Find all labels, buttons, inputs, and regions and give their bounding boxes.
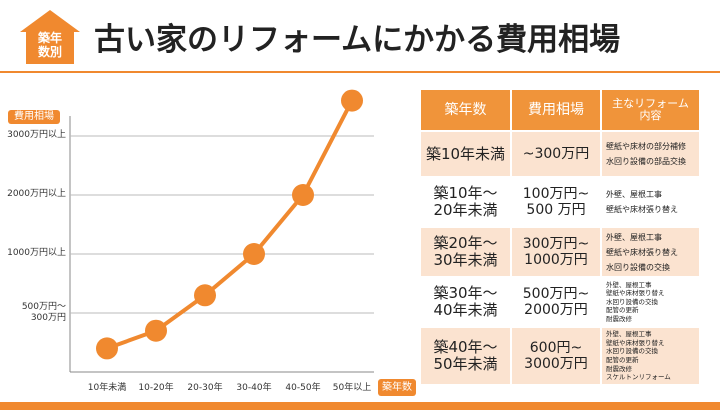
cost-cell: 100万円~ 500 万円 bbox=[510, 176, 602, 228]
work-item: 壁紙や床材張り替え bbox=[606, 247, 678, 257]
work-item: 耐震改修 bbox=[606, 314, 632, 323]
age-cell: 築30年～ 40年未満 bbox=[419, 276, 512, 328]
data-point bbox=[194, 284, 216, 307]
x-tick-label: 20-30年 bbox=[187, 381, 222, 393]
work-item: 外壁、屋根工事 bbox=[606, 280, 652, 289]
data-point bbox=[145, 319, 167, 342]
footer-strip bbox=[0, 402, 720, 410]
work-item: 配管の更新 bbox=[606, 356, 639, 364]
age-cell: 築20年～ 30年未満 bbox=[419, 226, 512, 278]
age-cell: 築10年～ 20年未満 bbox=[419, 176, 512, 228]
house-icon bbox=[20, 10, 80, 64]
data-point bbox=[292, 184, 314, 206]
work-item: 壁紙や床材張り替え bbox=[606, 338, 665, 347]
page-title: 古い家のリフォームにかかる費用相場 bbox=[94, 22, 620, 58]
data-point bbox=[341, 89, 363, 112]
table-header: 費用相場 bbox=[510, 88, 602, 132]
work-item: 水回り設備の部品交換 bbox=[606, 157, 686, 166]
work-cell: 外壁、屋根工事 壁紙や床材張り替え 水回り設備の交換 配管の更新 耐震改修 スケルトンリフ… bbox=[600, 326, 701, 386]
work-item: 水回り設備の交換 bbox=[606, 262, 670, 272]
work-item: 壁紙や床材張り替え bbox=[606, 205, 678, 214]
table-row: 築10年未満 ~300万円 壁紙や床材の部分補修 水回り設備の部品交換 bbox=[419, 130, 701, 178]
y-axis-label: 費用相場 bbox=[8, 110, 60, 124]
work-cell: 外壁、屋根工事壁紙や床材張り替え 水回り設備の交換 bbox=[600, 226, 701, 278]
cost-cell: 600円~ 3000万円 bbox=[510, 326, 602, 386]
data-point bbox=[96, 337, 118, 360]
y-tick-label: 500万円～ 300万円 bbox=[21, 302, 66, 323]
work-item: 水回り設備の交換 bbox=[606, 297, 658, 306]
work-item: 水回り設備の交換 bbox=[606, 347, 658, 356]
work-item: 壁紙や床材の部分補修 bbox=[606, 142, 686, 151]
table-header: 主なリフォーム 内容 bbox=[600, 88, 701, 132]
work-cell: 壁紙や床材の部分補修 水回り設備の部品交換 bbox=[600, 130, 701, 178]
work-item: 外壁、屋根工事 bbox=[606, 232, 662, 242]
x-tick-label: 30-40年 bbox=[236, 381, 271, 393]
y-tick-label: 2000万円以上 bbox=[7, 189, 66, 199]
cost-cell: 500万円~ 2000万円 bbox=[510, 276, 602, 328]
badge-line: 築年 bbox=[37, 30, 62, 45]
work-item: スケルトンリフォーム bbox=[606, 373, 671, 382]
badge-line: 数別 bbox=[38, 44, 62, 59]
table-row: 築40年～ 50年未満 600円~ 3000万円 外壁、屋根工事 壁紙や床材張り替え水… bbox=[419, 326, 701, 386]
work-item: 外壁、屋根工事 bbox=[606, 330, 652, 339]
age-cell: 築10年未満 bbox=[419, 130, 512, 178]
work-cell: 外壁、屋根工事壁紙や床材張り替え bbox=[600, 176, 701, 228]
work-item: 耐震改修 bbox=[606, 364, 632, 373]
work-item: 外壁、屋根工事 bbox=[606, 190, 662, 199]
table-header: 築年数 bbox=[419, 88, 512, 132]
table-row: 築10年～ 20年未満 100万円~ 500 万円 外壁、屋根工事壁紙や床材張り替え bbox=[419, 176, 701, 228]
x-axis-label: 築年数 bbox=[378, 379, 416, 396]
cost-cell: 300万円~ 1000万円 bbox=[510, 226, 602, 278]
x-tick-label: 50年以上 bbox=[333, 381, 371, 393]
table-row: 築20年～ 30年未満 300万円~ 1000万円 外壁、屋根工事壁紙や床材張り替え… bbox=[419, 226, 701, 278]
work-item: 壁紙や床材張り替え bbox=[606, 289, 665, 298]
age-cell: 築40年～ 50年未満 bbox=[419, 326, 512, 386]
cost-cell: ~300万円 bbox=[510, 130, 602, 178]
work-item: 配管の更新 bbox=[606, 306, 639, 315]
work-cell: 外壁、屋根工事 壁紙や床材張り替え 水回り設備の交換 配管の更新 耐震改修 bbox=[600, 276, 701, 328]
x-tick-label: 40-50年 bbox=[285, 381, 320, 393]
table-row: 築30年～ 40年未満 500万円~ 2000万円 外壁、屋根工事 壁紙や床材張り替え… bbox=[419, 276, 701, 328]
x-tick-label: 10年未満 bbox=[88, 381, 126, 393]
y-tick-label: 1000万円以上 bbox=[7, 248, 66, 258]
x-tick-label: 10-20年 bbox=[138, 381, 173, 393]
y-tick-label: 3000万円以上 bbox=[7, 130, 66, 140]
cost-table: 築年数 費用相場 主なリフォーム 内容 築10年未満 ~300万円 壁紙や床材の部分補修水… bbox=[419, 88, 701, 386]
data-point bbox=[243, 243, 265, 265]
data-line bbox=[106, 99, 354, 351]
